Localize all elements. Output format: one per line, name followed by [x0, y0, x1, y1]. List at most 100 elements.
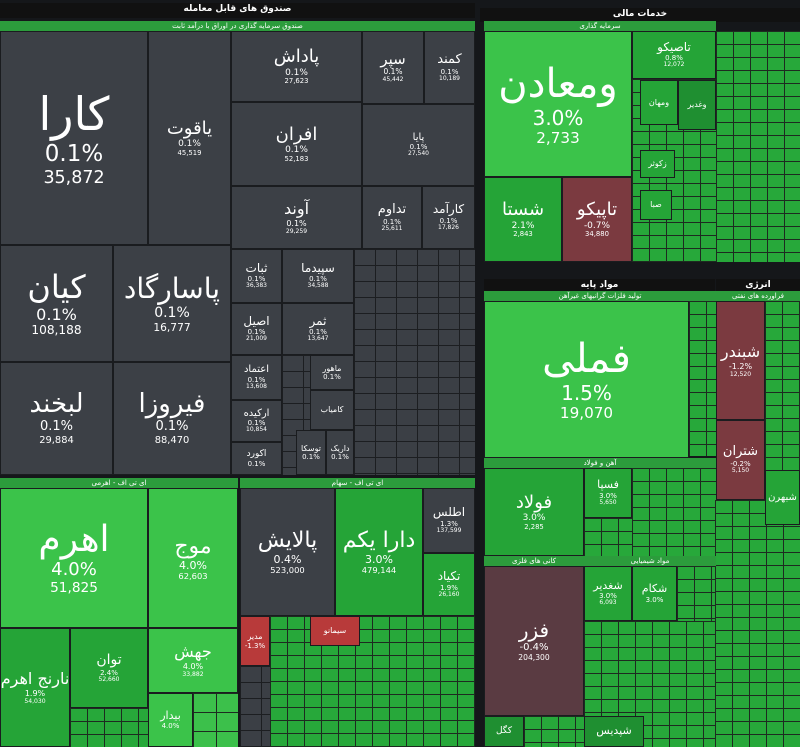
tile-name: کارآمد [432, 202, 465, 217]
tile-name: فزر [518, 618, 550, 643]
tile-name: شستا [501, 199, 545, 221]
tile: ومهان [640, 80, 678, 125]
tile-change: 0.1% [39, 419, 74, 435]
tile: اهرم 4.0% 51,825 [0, 488, 148, 628]
small-tiles [716, 31, 800, 262]
tile: اصیل 0.1% 21,009 [231, 303, 282, 355]
tile-name: ماهور [322, 363, 342, 373]
tile: صبا [640, 190, 672, 220]
tile-change: 0.1% [309, 275, 327, 284]
tile-name: اهرم [38, 519, 110, 561]
tile-change: -0.2% [730, 460, 751, 468]
tile-name: صبا [650, 200, 662, 210]
tile-change: 0.1% [44, 141, 104, 168]
tile-value: 52,660 [98, 675, 120, 683]
tile-value: 29,884 [39, 435, 74, 447]
tile-value: 12,520 [729, 370, 752, 378]
tile-change: 0.1% [439, 216, 458, 225]
tile-name: یاقوت [166, 117, 213, 139]
tile: اطلس 1.3% 137,599 [423, 488, 475, 553]
tile-value: 25,611 [381, 224, 403, 232]
tile: فیروزا 0.1% 88,470 [113, 362, 231, 475]
small-tiles [677, 566, 716, 621]
tile-change: 1.5% [561, 381, 612, 406]
tile-name: شبندر [720, 342, 761, 362]
tile: کارآمد 0.1% 17,826 [422, 186, 475, 249]
tile-change: 3.0% [365, 552, 393, 566]
tile: ثبات 0.1% 36,383 [231, 249, 282, 303]
tile-value: 29,259 [285, 227, 308, 235]
tile-change: 0.1% [285, 145, 308, 156]
tile-value: 21,009 [246, 335, 267, 343]
section-title: آهن و فولاد [484, 458, 716, 468]
tile-change: 0.1% [155, 419, 189, 435]
tile-change: 0.1% [247, 419, 266, 428]
tile-value: 34,588 [307, 282, 329, 290]
tile-name: ومهان [648, 97, 670, 107]
tile: سپیدما 0.1% 34,588 [282, 249, 354, 303]
tile-name: فولاد [515, 491, 553, 513]
tile-change: 3.0% [645, 595, 664, 604]
tile-name: بیدار [160, 708, 181, 722]
tile-name: فیروزا [138, 389, 206, 420]
tile-change: 2.4% [100, 668, 118, 677]
tile: شغدیر 3.0% 6,093 [584, 566, 632, 621]
tile-value: 204,300 [518, 652, 550, 662]
tile-name: توان [96, 652, 122, 669]
tile-name: اصیل [243, 313, 270, 328]
tile-name: فسپا [597, 478, 619, 492]
tile: ثمر 0.1% 13,647 [282, 303, 354, 355]
tile-name: شغدیر [593, 578, 623, 592]
tile-value: 2,843 [513, 230, 533, 239]
tile: شتران -0.2% 5,150 [716, 420, 765, 500]
tile-change: 3.0% [599, 592, 617, 601]
tile: توان 2.4% 52,660 [70, 628, 148, 708]
tile: تداوم 0.1% 25,611 [362, 186, 422, 249]
tile: کارا 0.1% 35,872 [0, 31, 148, 245]
tile-name: ثمر [309, 313, 327, 328]
tile: سپر 0.1% 45,442 [362, 31, 424, 104]
section-title: ای تی اف - اهرمی [0, 478, 238, 488]
tile-value: 479,144 [361, 565, 397, 576]
tile-name: کامیاب [320, 405, 344, 415]
tile-value: 51,825 [50, 580, 98, 597]
tile-change: 4.0% [51, 559, 97, 581]
tile-name: کیان [27, 267, 86, 306]
tile: تاپیکو -0.7% 34,880 [562, 177, 632, 262]
tile-name: پالایش [257, 528, 318, 554]
tile-change: 0.1% [247, 275, 266, 284]
tile-value: 34,880 [585, 230, 609, 239]
tile-change: 4.0% [179, 558, 207, 572]
tile-value: 2,733 [536, 128, 580, 147]
tile: مدیر -1.3% [240, 616, 270, 666]
tile-value: 45,442 [382, 75, 404, 83]
tile-name: سیمانو [323, 626, 347, 636]
tile-value: 54,030 [24, 697, 46, 705]
tile-name: اطلس [432, 505, 466, 520]
tile: نارنج اهرم 1.9% 54,030 [0, 628, 70, 747]
tile-name: ومعادن [498, 60, 618, 107]
tile-change: 0.4% [273, 552, 302, 566]
tile: کیان 0.1% 108,188 [0, 245, 113, 362]
tile: فزر -0.4% 204,300 [484, 566, 584, 716]
tile-name: شبهرن [768, 491, 797, 503]
tile-value: 17,826 [438, 223, 459, 231]
tile-change: 0.1% [247, 459, 266, 468]
tile: پاسارگاد 0.1% 16,777 [113, 245, 231, 362]
tile: بیدار 4.0% [148, 693, 193, 747]
tile-name: نارنج اهرم [0, 669, 70, 689]
small-tiles [765, 301, 800, 470]
tile-change: 0.1% [154, 305, 190, 322]
tile: فسپا 3.0% 5,650 [584, 468, 632, 518]
tile-change: 3.0% [599, 491, 617, 500]
group-title: مواد پایه [484, 279, 715, 291]
tile-name: پاسارگاد [123, 272, 221, 306]
tile-value: 13,608 [246, 382, 267, 390]
tile-value: 45,519 [177, 148, 202, 157]
small-tiles [70, 708, 148, 747]
tile-value: 6,093 [599, 599, 617, 607]
tile-change: 0.1% [383, 217, 401, 226]
tile-name: ثبات [245, 260, 268, 275]
tile-change: 0.1% [178, 139, 201, 150]
